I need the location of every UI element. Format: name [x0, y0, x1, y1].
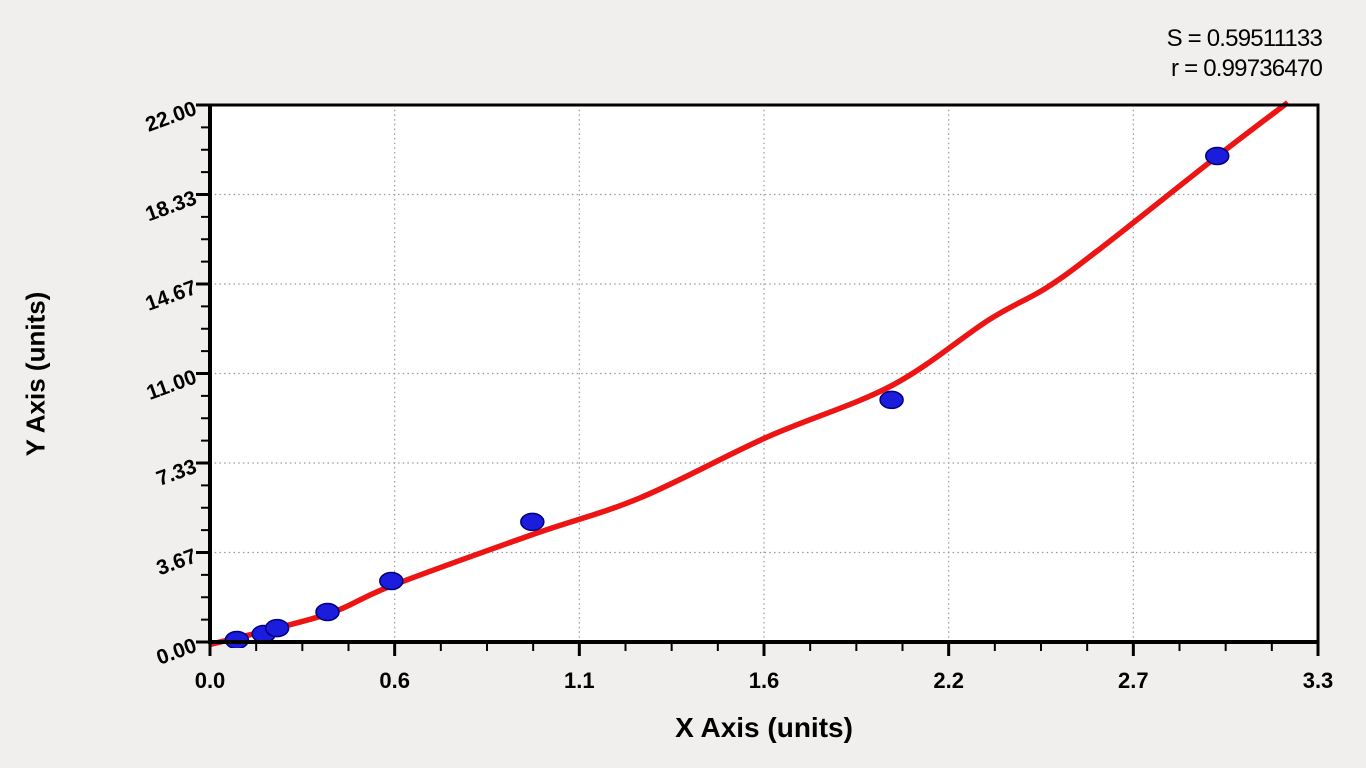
x-tick-label: 1.1: [564, 668, 595, 693]
data-point: [264, 618, 290, 638]
y-tick-label: 0.00: [153, 634, 199, 670]
x-axis-title: X Axis (units): [675, 712, 853, 743]
y-tick-label: 11.00: [144, 366, 200, 405]
y-tick-label: 22.00: [142, 97, 199, 137]
data-point: [315, 602, 340, 622]
x-tick-label: 2.7: [1118, 668, 1149, 693]
y-tick-label: 3.67: [153, 545, 199, 581]
y-tick-label: 14.67: [142, 276, 199, 316]
stat-standard-error: S = 0.59511133: [1166, 25, 1323, 52]
data-point: [1205, 146, 1230, 166]
y-axis-title: Y Axis (units): [20, 291, 51, 457]
x-tick-label: 0.6: [379, 668, 410, 693]
fit-statistics: S = 0.59511133 r = 0.99736470: [1166, 24, 1323, 84]
x-tick-label: 0.0: [195, 668, 226, 693]
y-tick-label: 7.33: [153, 455, 199, 491]
x-tick-label: 3.3: [1303, 668, 1334, 693]
data-point: [879, 390, 904, 410]
x-tick-label: 2.2: [933, 668, 964, 693]
data-point: [379, 571, 404, 591]
data-point: [520, 512, 545, 532]
stat-correlation: r = 0.99736470: [1171, 55, 1323, 82]
y-tick-label: 18.33: [142, 187, 199, 227]
x-tick-label: 1.6: [749, 668, 780, 693]
